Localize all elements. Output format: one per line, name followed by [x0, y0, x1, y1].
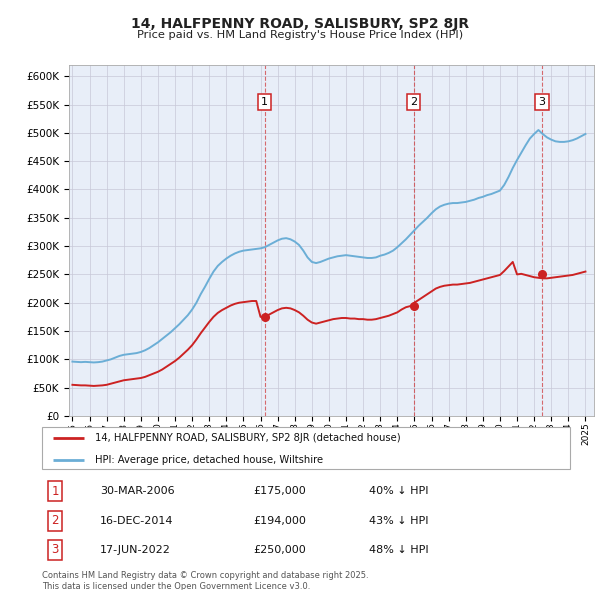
Text: 2: 2: [410, 97, 418, 107]
Text: £250,000: £250,000: [253, 545, 306, 555]
Text: 1: 1: [262, 97, 268, 107]
Text: 14, HALFPENNY ROAD, SALISBURY, SP2 8JR: 14, HALFPENNY ROAD, SALISBURY, SP2 8JR: [131, 17, 469, 31]
Text: £194,000: £194,000: [253, 516, 306, 526]
Text: 43% ↓ HPI: 43% ↓ HPI: [370, 516, 429, 526]
Text: 30-MAR-2006: 30-MAR-2006: [100, 486, 175, 496]
Text: 16-DEC-2014: 16-DEC-2014: [100, 516, 173, 526]
Text: Price paid vs. HM Land Registry's House Price Index (HPI): Price paid vs. HM Land Registry's House …: [137, 30, 463, 40]
Text: 2: 2: [52, 514, 59, 527]
Text: £175,000: £175,000: [253, 486, 306, 496]
Text: HPI: Average price, detached house, Wiltshire: HPI: Average price, detached house, Wilt…: [95, 455, 323, 465]
Text: 1: 1: [52, 485, 59, 498]
FancyBboxPatch shape: [42, 427, 570, 469]
Text: 14, HALFPENNY ROAD, SALISBURY, SP2 8JR (detached house): 14, HALFPENNY ROAD, SALISBURY, SP2 8JR (…: [95, 434, 400, 444]
Text: Contains HM Land Registry data © Crown copyright and database right 2025.
This d: Contains HM Land Registry data © Crown c…: [42, 571, 368, 590]
Text: 3: 3: [52, 543, 59, 556]
Text: 17-JUN-2022: 17-JUN-2022: [100, 545, 171, 555]
Text: 3: 3: [539, 97, 545, 107]
Text: 40% ↓ HPI: 40% ↓ HPI: [370, 486, 429, 496]
Text: 48% ↓ HPI: 48% ↓ HPI: [370, 545, 429, 555]
